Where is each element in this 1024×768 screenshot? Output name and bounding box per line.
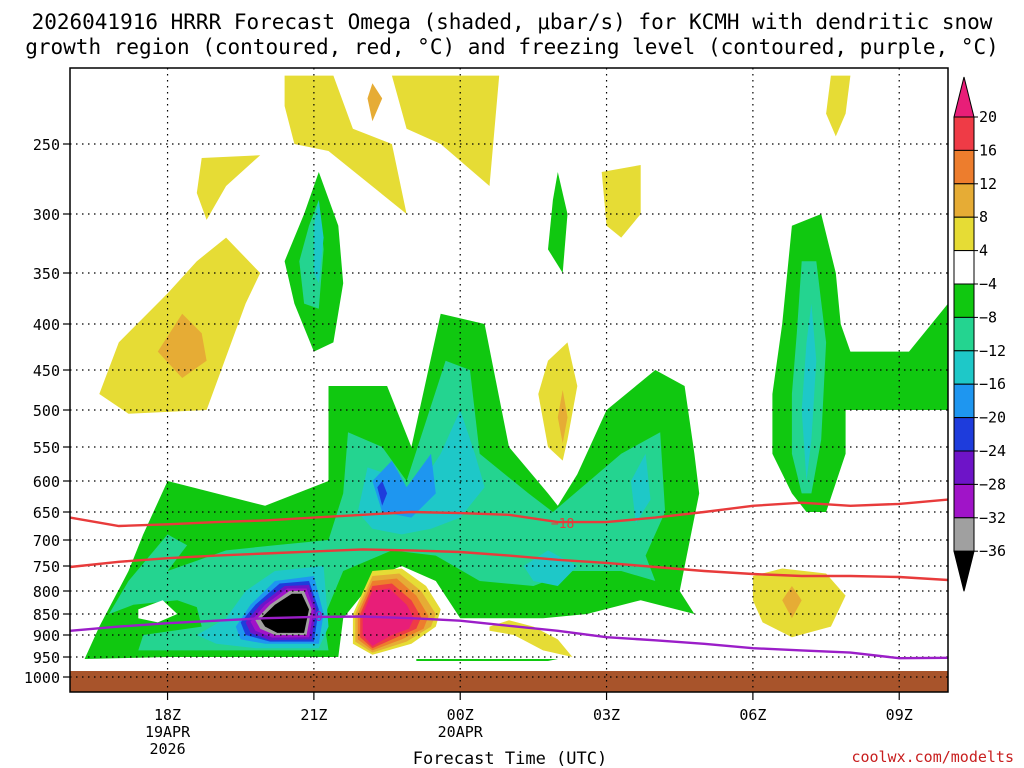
colorbar-label-12: −32 [979, 509, 1006, 527]
omega-negative-20-area-1 [377, 481, 388, 506]
freezing-level-contour-label: 0 [315, 610, 323, 625]
x-tick-label-18Z: 18Z [154, 706, 181, 724]
y-tick-label-800: 800 [33, 583, 60, 601]
omega-negative-36-area-0 [260, 593, 309, 633]
x-tick-label-06Z: 06Z [739, 706, 766, 724]
colorbar-swatch-9 [953, 417, 975, 452]
x-tick-date-18Z: 19APR [145, 723, 191, 741]
omega-positive-8-area-0 [157, 313, 207, 378]
y-tick-label-250: 250 [33, 136, 60, 154]
omega-positive-8-area-3 [782, 586, 802, 619]
y-axis-ticks: 250 300 350 400 450 500 550 600 650 700 750 800 850 9… [24, 136, 70, 687]
x-tick-label-00Z: 00Z [447, 706, 474, 724]
colorbar: 20 16 12 8 4 −4 −8 −12 −16 −20 −24 −28 −32 −36 [953, 76, 1006, 592]
y-tick-label-550: 550 [33, 439, 60, 457]
y-tick-label-950: 950 [33, 649, 60, 667]
colorbar-swatch-2 [953, 183, 975, 218]
x-tick-year-18Z: 2026 [149, 740, 185, 758]
colorbar-top-arrow [953, 76, 975, 118]
omega-positive-8-area-2 [557, 390, 568, 444]
colorbar-swatch-4 [953, 250, 975, 285]
plot-border [69, 67, 949, 693]
omega-negative-12-area-3 [630, 453, 651, 524]
y-tick-label-750: 750 [33, 558, 60, 576]
y-tick-label-500: 500 [33, 402, 60, 420]
omega-positive-4-area-5 [601, 165, 641, 238]
dgz-upper-contour-label: −18 [551, 517, 574, 532]
colorbar-label-9: −20 [979, 409, 1006, 427]
omega-positive-4-area-6 [826, 75, 851, 137]
colorbar-label-13: −36 [979, 542, 1006, 560]
colorbar-label-8: −16 [979, 375, 1006, 393]
x-tick-label-03Z: 03Z [593, 706, 620, 724]
y-tick-label-700: 700 [33, 532, 60, 550]
omega-negative-4-area-3 [416, 659, 558, 661]
chart-title-line-2: growth region (contoured, red, °C) and f… [25, 35, 999, 59]
colorbar-swatch-11 [953, 483, 975, 519]
colorbar-label-4: 4 [979, 242, 988, 260]
freezing-level-contour [69, 615, 949, 660]
grid-lines [70, 68, 948, 692]
colorbar-swatch-3 [953, 216, 975, 252]
y-tick-label-850: 850 [33, 606, 60, 624]
colorbar-label-2: 12 [979, 175, 997, 193]
colorbar-swatch-1 [953, 149, 975, 185]
x-tick-label-21Z: 21Z [300, 706, 327, 724]
colorbar-label-6: −8 [979, 308, 997, 326]
ground-band [70, 671, 948, 692]
y-tick-label-400: 400 [33, 316, 60, 334]
omega-positive-4-area-0 [284, 75, 407, 214]
colorbar-label-0: 20 [979, 108, 997, 126]
y-tick-label-300: 300 [33, 206, 60, 224]
colorbar-swatch-8 [953, 383, 975, 419]
y-tick-label-1000: 1000 [24, 669, 60, 687]
omega-negative-12-area-5 [801, 303, 817, 481]
colorbar-label-5: −4 [979, 275, 997, 293]
ground-layer [70, 671, 948, 692]
colorbar-swatch-0 [953, 116, 975, 151]
y-tick-label-600: 600 [33, 473, 60, 491]
credit-text: coolwx.com/modelts [851, 748, 1014, 766]
temperature-contours: −18 0 [69, 498, 949, 660]
colorbar-label-10: −24 [979, 442, 1006, 460]
omega-positive-4-area-2 [196, 155, 261, 220]
dgz-upper-contour [69, 498, 949, 528]
omega-positive-small-area-0 [138, 600, 178, 623]
omega-negative-12-area-4 [313, 200, 324, 284]
omega-shading [84, 75, 948, 661]
y-tick-label-900: 900 [33, 627, 60, 645]
colorbar-swatch-10 [953, 450, 975, 485]
omega-negative-16-area-1 [372, 453, 436, 518]
colorbar-swatch-12 [953, 517, 975, 552]
omega-positive-8-area-1 [367, 83, 383, 122]
y-tick-label-450: 450 [33, 362, 60, 380]
dgz-lower-contour [69, 548, 949, 582]
colorbar-swatch-6 [953, 316, 975, 352]
x-tick-label-09Z: 09Z [886, 706, 913, 724]
x-axis-title: Forecast Time (UTC) [413, 749, 607, 768]
colorbar-label-3: 8 [979, 208, 988, 226]
colorbar-label-7: −12 [979, 342, 1006, 360]
y-tick-label-350: 350 [33, 265, 60, 283]
colorbar-swatch-7 [953, 350, 975, 385]
omega-positive-4-area-4 [538, 342, 578, 461]
y-tick-label-650: 650 [33, 504, 60, 522]
plot-frame [69, 67, 949, 693]
omega-negative-4-area-2 [548, 172, 568, 273]
x-tick-date-00Z: 20APR [438, 723, 484, 741]
colorbar-swatch-5 [953, 283, 975, 318]
omega-positive-4-area-1 [391, 75, 500, 186]
colorbar-bottom-arrow [953, 550, 975, 592]
chart-title-line-1: 2026041916 HRRR Forecast Omega (shaded, … [32, 10, 993, 34]
omega-positive-4-area-8 [489, 620, 573, 657]
colorbar-label-11: −28 [979, 475, 1006, 493]
colorbar-label-1: 16 [979, 141, 997, 159]
